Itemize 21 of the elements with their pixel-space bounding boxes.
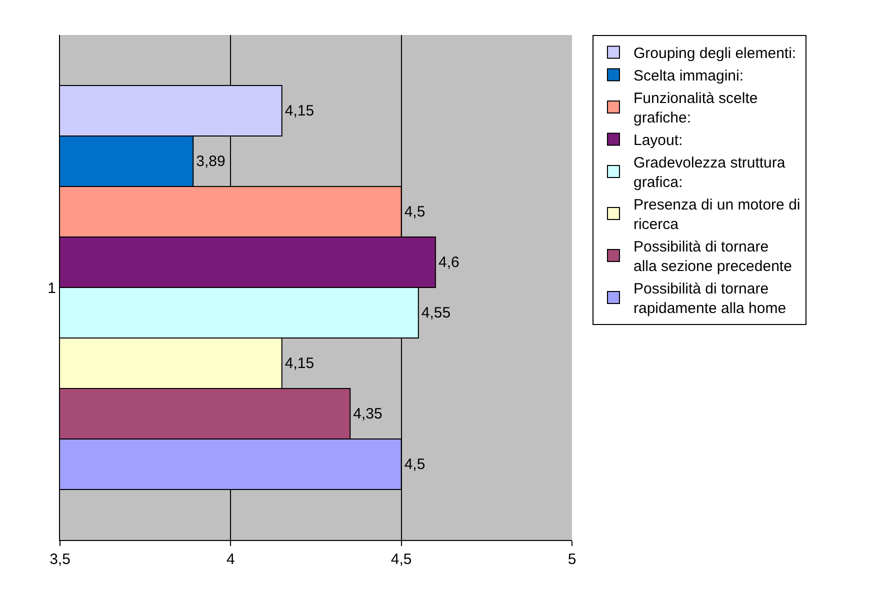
legend-label: Scelta immagini: xyxy=(633,68,744,85)
data-label: 4,5 xyxy=(404,203,426,220)
data-label: 4,15 xyxy=(284,102,314,120)
data-label: 4,15 xyxy=(284,354,314,372)
legend-label: Gradevolezza struttura grafica: xyxy=(633,154,786,192)
legend-label: Layout: xyxy=(633,132,683,150)
x-tick-label: 4 xyxy=(226,551,235,568)
x-tick-label: 5 xyxy=(568,551,576,568)
data-label: 4,35 xyxy=(353,405,382,422)
legend-label: Funzionalità scelte grafiche: xyxy=(633,90,758,127)
legend-label: Grouping degli elementi: xyxy=(633,45,796,62)
data-label: 4,55 xyxy=(421,304,451,322)
data-label: 4,6 xyxy=(438,254,460,271)
x-tick-label: 3,5 xyxy=(50,551,70,568)
y-tick-label: 1 xyxy=(48,280,56,297)
legend-label: Possibilità di tornare alla sezione precedente xyxy=(633,238,792,276)
x-tick-label: 4,5 xyxy=(390,551,412,568)
legend-label: Presenza di un motore di ricerca xyxy=(633,196,800,234)
data-label: 4,5 xyxy=(404,456,426,473)
data-label: 3,89 xyxy=(196,152,226,170)
legend-label: Possibilità di tornare rapidamente alla home xyxy=(633,280,786,318)
